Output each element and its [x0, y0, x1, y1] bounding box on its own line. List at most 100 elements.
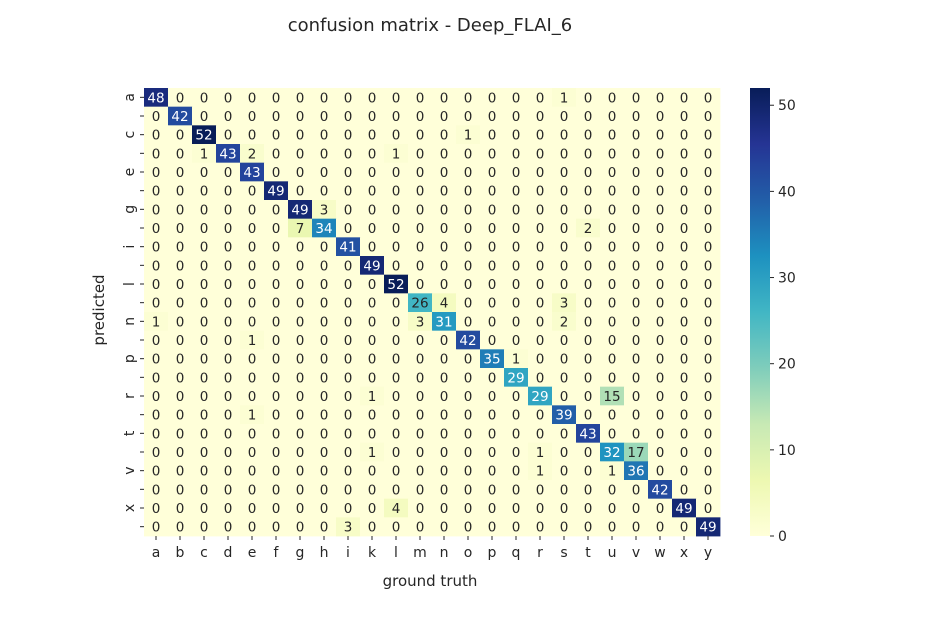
heatmap-cell [360, 442, 385, 462]
cell-value-label: 0 [512, 482, 521, 498]
heatmap-cell [528, 480, 553, 500]
heatmap-cell [624, 125, 649, 145]
heatmap-cell [192, 517, 217, 537]
cell-value-label: 0 [296, 128, 305, 144]
cell-value-label: 0 [464, 109, 473, 125]
heatmap-cell [336, 480, 361, 500]
cell-value-label: 0 [464, 296, 473, 312]
heatmap-cell [480, 274, 505, 294]
cell-value-label: 0 [176, 501, 185, 517]
cell-value-label: 0 [296, 314, 305, 330]
heatmap-cell [480, 368, 505, 388]
heatmap-cell [336, 256, 361, 276]
heatmap-cell [336, 368, 361, 388]
heatmap-cell [528, 218, 553, 238]
heatmap-cell [264, 461, 289, 481]
cell-value-label: 0 [176, 240, 185, 256]
cell-value-label: 0 [344, 165, 353, 181]
cell-value-label: 0 [464, 221, 473, 237]
heatmap-cell [384, 517, 409, 537]
x-tick-label: g [296, 545, 305, 561]
heatmap-cell [480, 386, 505, 406]
x-tick-label: s [560, 545, 567, 561]
cell-value-label: 0 [608, 333, 617, 349]
cell-value-label: 0 [536, 370, 545, 386]
x-tick-label: p [488, 545, 497, 561]
heatmap-cell [336, 424, 361, 444]
heatmap-cell [288, 125, 313, 145]
cell-value-label: 0 [248, 258, 257, 274]
cell-value-label: 0 [632, 352, 641, 368]
cell-value-label: 0 [320, 258, 329, 274]
cell-value-label: 0 [152, 464, 161, 480]
cell-value-label: 4 [392, 501, 401, 517]
cell-value-label: 0 [344, 296, 353, 312]
heatmap-cell [648, 293, 673, 313]
heatmap-cell [600, 349, 625, 369]
cell-value-label: 0 [464, 501, 473, 517]
heatmap-cell [264, 125, 289, 145]
heatmap-cell [144, 330, 169, 350]
heatmap-cell [264, 293, 289, 313]
cell-value-label: 0 [152, 482, 161, 498]
heatmap-cell [576, 274, 601, 294]
cell-value-label: 0 [560, 501, 569, 517]
cell-value-label: 0 [224, 109, 233, 125]
cell-value-label: 0 [344, 333, 353, 349]
heatmap-cell [312, 330, 337, 350]
cell-value-label: 0 [272, 202, 281, 218]
heatmap-cell [408, 237, 433, 257]
cell-value-label: 1 [248, 408, 257, 424]
heatmap-cell [456, 517, 481, 537]
cell-value-label: 0 [296, 408, 305, 424]
cell-value-label: 0 [584, 389, 593, 405]
cell-value-label: 0 [176, 370, 185, 386]
heatmap-cell [384, 125, 409, 145]
heatmap-cell [552, 424, 577, 444]
cell-value-label: 0 [272, 128, 281, 144]
cell-value-label: 0 [512, 445, 521, 461]
heatmap-cell [336, 330, 361, 350]
cell-value-label: 0 [416, 520, 425, 536]
cell-value-label: 0 [320, 426, 329, 442]
cell-value-label: 0 [464, 426, 473, 442]
cell-value-label: 0 [248, 296, 257, 312]
cell-value-label: 0 [152, 165, 161, 181]
cell-value-label: 48 [147, 90, 164, 106]
cell-value-label: 0 [224, 464, 233, 480]
cell-value-label: 0 [656, 408, 665, 424]
heatmap-cell [192, 498, 217, 518]
heatmap-cell [624, 517, 649, 537]
cell-value-label: 0 [368, 482, 377, 498]
cell-value-label: 0 [392, 258, 401, 274]
heatmap-cell [480, 461, 505, 481]
heatmap-cell [384, 330, 409, 350]
cell-value-label: 0 [152, 128, 161, 144]
heatmap-cell [528, 330, 553, 350]
heatmap-cell [648, 349, 673, 369]
heatmap-cell [600, 386, 625, 406]
cell-value-label: 0 [608, 240, 617, 256]
heatmap-cell [528, 461, 553, 481]
heatmap-cell [408, 218, 433, 238]
heatmap-cell [576, 461, 601, 481]
heatmap-cell [384, 480, 409, 500]
cell-value-label: 0 [296, 333, 305, 349]
heatmap-cell [456, 274, 481, 294]
heatmap-cell [312, 293, 337, 313]
heatmap-cell [192, 461, 217, 481]
heatmap-cell [504, 218, 529, 238]
heatmap-cell [360, 330, 385, 350]
heatmap-cell [552, 237, 577, 257]
heatmap-cell [504, 349, 529, 369]
heatmap-cell [360, 237, 385, 257]
cell-value-label: 0 [656, 109, 665, 125]
cell-value-label: 0 [632, 277, 641, 293]
heatmap-cell [336, 442, 361, 462]
heatmap-cell [504, 256, 529, 276]
heatmap-cell [336, 405, 361, 425]
cell-value-label: 0 [440, 277, 449, 293]
cell-value-label: 0 [224, 370, 233, 386]
cell-value-label: 0 [536, 352, 545, 368]
cell-value-label: 0 [560, 221, 569, 237]
